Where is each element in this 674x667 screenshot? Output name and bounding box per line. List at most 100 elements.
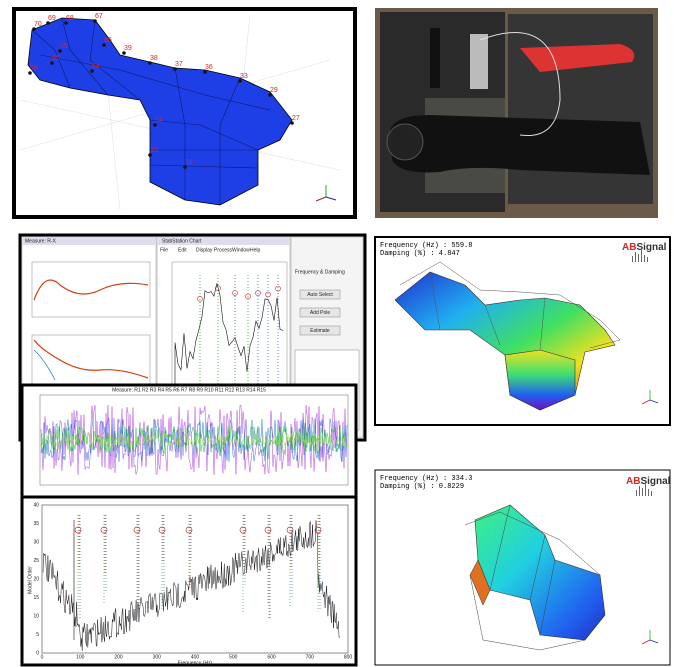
mesh-node bbox=[102, 43, 106, 47]
y-tick-label: 10 bbox=[33, 613, 39, 619]
panel-title: Frequency & Damping bbox=[295, 269, 345, 275]
y-tick-label: 15 bbox=[33, 595, 39, 601]
damping: Damping (%) : 4.847 bbox=[380, 250, 460, 258]
menu-item: Help bbox=[250, 247, 261, 253]
window-title: Measure: R1 R2 R3 R4 R5 R6 R7 R8 R9 R10 … bbox=[112, 387, 266, 393]
mesh-node bbox=[153, 123, 157, 127]
mesh-node bbox=[46, 21, 50, 25]
stab-chart: Model Order Frequency (Hz) 0 100 200 300 400… bbox=[20, 495, 358, 667]
pole-marker bbox=[255, 290, 261, 296]
x-tick-label: 800 bbox=[344, 654, 353, 660]
mesh-node bbox=[238, 79, 242, 83]
node-label: 68 bbox=[66, 15, 74, 22]
x-tick-label: 600 bbox=[267, 654, 276, 660]
y-tick-label: 20 bbox=[33, 576, 39, 582]
x-tick-label: 100 bbox=[76, 654, 85, 660]
button-label: Auto Select bbox=[307, 292, 333, 298]
node-label: 69 bbox=[48, 15, 56, 22]
y-axis-label: Model Order bbox=[27, 566, 33, 594]
mesh-node bbox=[28, 71, 32, 75]
y-tick-label: 35 bbox=[33, 521, 39, 527]
node-label: 35 bbox=[60, 43, 68, 50]
x-tick-label: 500 bbox=[229, 654, 238, 660]
node-label: 65 bbox=[52, 55, 60, 62]
node-label: 70 bbox=[34, 21, 42, 28]
button bbox=[299, 325, 341, 336]
logo-a: AB bbox=[626, 476, 640, 487]
pole-marker bbox=[314, 526, 322, 534]
mesh-node bbox=[183, 165, 187, 169]
pole-marker bbox=[245, 293, 251, 300]
mesh-node bbox=[268, 93, 272, 97]
frf-curve bbox=[174, 283, 284, 420]
logo-a: AB bbox=[622, 242, 636, 253]
menu-item: Display bbox=[196, 247, 213, 253]
x-axis-label: Frequency (Hz) bbox=[178, 660, 213, 666]
node-label: 18 bbox=[185, 159, 193, 166]
frequency: Frequency (Hz) : 559.8 bbox=[380, 242, 472, 250]
mesh-node bbox=[203, 70, 207, 74]
window-title: Measure: R-X bbox=[25, 238, 57, 244]
menu-item: Process bbox=[214, 247, 233, 253]
node-label: 33 bbox=[240, 73, 248, 80]
x-tick-label: 200 bbox=[114, 654, 123, 660]
logo: ABSignal bbox=[626, 476, 671, 487]
y-tick-label: 30 bbox=[33, 539, 39, 545]
mesh-node bbox=[290, 121, 294, 125]
mesh-node bbox=[90, 69, 94, 73]
pole-marker bbox=[239, 526, 247, 534]
node-label: 38 bbox=[150, 55, 158, 62]
logo-b: Signal bbox=[636, 242, 666, 253]
node-label: 66 bbox=[104, 37, 112, 44]
x-tick-label: 0 bbox=[41, 654, 44, 660]
button bbox=[299, 307, 341, 318]
node-label: 39 bbox=[124, 45, 132, 52]
node-label: 14 bbox=[155, 117, 163, 124]
mesh-node bbox=[122, 51, 126, 55]
signal-trace bbox=[40, 417, 348, 462]
node-label: 58 bbox=[30, 65, 38, 72]
node-label: 37 bbox=[175, 61, 183, 68]
pole-marker bbox=[264, 526, 272, 534]
node-label: 67 bbox=[95, 13, 103, 20]
node-label: 64 bbox=[92, 63, 100, 70]
menu-item: File bbox=[160, 247, 168, 253]
pole-marker bbox=[275, 285, 281, 292]
mesh-node bbox=[64, 21, 68, 25]
mesh-node bbox=[173, 67, 177, 71]
mesh-node bbox=[93, 19, 97, 23]
node-label: 27 bbox=[292, 115, 300, 122]
pole-marker bbox=[215, 285, 221, 291]
photo bbox=[375, 8, 658, 218]
window-title: StabStation Chart bbox=[162, 238, 202, 244]
node-label: 15 bbox=[150, 147, 158, 154]
mode-shape-a: Frequency (Hz) : 559.8 Damping (%) : 4.8… bbox=[374, 236, 671, 426]
pole-marker bbox=[286, 526, 294, 534]
mesh-node bbox=[32, 27, 36, 31]
pole-marker bbox=[265, 291, 271, 298]
menu-item: Edit bbox=[178, 247, 187, 253]
signal-trace bbox=[40, 432, 348, 448]
mesh-node bbox=[58, 49, 62, 53]
y-tick-label: 0 bbox=[36, 650, 39, 656]
pole-marker bbox=[197, 296, 203, 302]
signal-trace bbox=[40, 405, 348, 476]
y-tick-label: 40 bbox=[33, 502, 39, 508]
x-tick-label: 400 bbox=[191, 654, 200, 660]
logo-b: Signal bbox=[640, 476, 670, 487]
button bbox=[299, 289, 341, 300]
button-label: Estimate bbox=[310, 328, 330, 334]
y-tick-label: 25 bbox=[33, 558, 39, 564]
time-signal-window: Measure: R1 R2 R3 R4 R5 R6 R7 R8 R9 R10 … bbox=[20, 383, 358, 500]
node-label: 36 bbox=[205, 64, 213, 71]
pole-marker bbox=[232, 290, 238, 296]
pole-marker bbox=[185, 526, 193, 534]
mesh-node bbox=[148, 153, 152, 157]
x-tick-label: 300 bbox=[153, 654, 162, 660]
mode-shape-b: Frequency (Hz) : 334.3 Damping (%) : 0.8… bbox=[374, 469, 671, 666]
pole-marker bbox=[100, 526, 108, 534]
pole-marker bbox=[133, 526, 141, 534]
pole-marker bbox=[74, 526, 82, 534]
